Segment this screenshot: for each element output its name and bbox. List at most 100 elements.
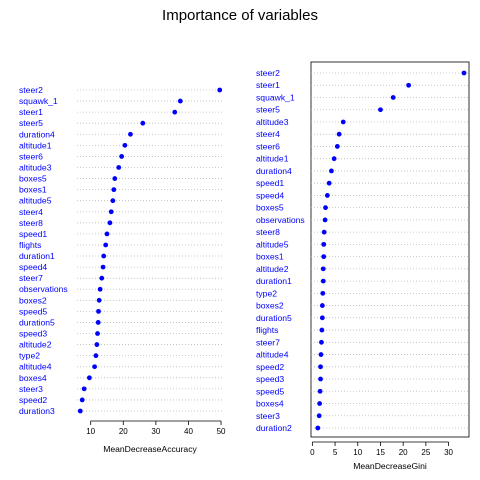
gini-label-speed5: speed5 [256, 386, 284, 396]
gini-point-steer1 [406, 82, 412, 88]
accuracy-point-speed1 [104, 231, 110, 237]
accuracy-point-altitude4 [92, 364, 97, 370]
gini-point-speed5 [317, 388, 323, 394]
gini-point-duration5 [319, 315, 325, 321]
accuracy-label-boxes1: boxes1 [19, 185, 47, 195]
accuracy-x-axis-title: MeanDecreaseAccuracy [103, 444, 197, 454]
accuracy-point-steer2 [217, 87, 223, 93]
gini-panel: steer2 steer1 squawk_1 steer5 altitude3 steer… [256, 61, 470, 471]
gini-point-type2 [320, 290, 326, 296]
accuracy-x-tick-label: 40 [184, 427, 193, 436]
accuracy-point-duration4 [128, 131, 133, 137]
gini-x-tick-label: 20 [399, 448, 408, 457]
gini-point-boxes2 [319, 303, 325, 308]
accuracy-point-steer6 [119, 154, 125, 159]
accuracy-label-duration1: duration1 [19, 251, 55, 261]
gini-x-axis-title: MeanDecreaseGini [353, 461, 427, 471]
gini-label-squawk_1: squawk_1 [256, 92, 295, 102]
gini-label-altitude2: altitude2 [256, 264, 289, 274]
gini-point-duration1 [320, 278, 326, 284]
gini-label-altitude3: altitude3 [256, 117, 289, 127]
accuracy-point-steer1 [172, 109, 178, 115]
accuracy-label-altitude1: altitude1 [19, 140, 52, 150]
accuracy-point-steer8 [107, 220, 113, 226]
accuracy-label-steer8: steer8 [19, 218, 43, 228]
gini-label-boxes1: boxes1 [256, 252, 284, 262]
accuracy-label-boxes2: boxes2 [19, 295, 47, 305]
gini-point-boxes4 [317, 401, 323, 406]
gini-point-boxes1 [321, 254, 327, 260]
accuracy-label-duration4: duration4 [19, 129, 55, 139]
accuracy-label-type2: type2 [19, 351, 40, 361]
accuracy-point-altitude1 [122, 142, 128, 148]
accuracy-point-altitude3 [116, 165, 122, 170]
gini-label-speed3: speed3 [256, 374, 284, 384]
accuracy-point-steer4 [108, 209, 114, 215]
gini-point-steer8 [321, 229, 327, 235]
accuracy-point-steer3 [81, 386, 87, 392]
accuracy-x-tick-label: 30 [151, 427, 160, 436]
accuracy-point-altitude2 [94, 342, 100, 347]
gini-label-duration4: duration4 [256, 166, 292, 176]
gini-point-speed4 [324, 193, 330, 198]
accuracy-label-squawk_1: squawk_1 [19, 96, 58, 106]
gini-point-squawk_1 [390, 95, 396, 100]
accuracy-label-steer3: steer3 [19, 384, 43, 394]
gini-point-duration2 [315, 425, 321, 431]
gini-label-steer1: steer1 [256, 80, 280, 90]
accuracy-point-boxes5 [112, 176, 118, 181]
accuracy-label-speed3: speed3 [19, 329, 47, 339]
gini-point-duration4 [329, 168, 334, 174]
accuracy-point-flights [103, 242, 109, 248]
accuracy-panel: steer2squawk_1steer1steer5duration4altit… [19, 85, 226, 454]
gini-point-altitude1 [331, 156, 337, 162]
gini-label-steer5: steer5 [256, 105, 280, 115]
accuracy-label-boxes5: boxes5 [19, 174, 47, 184]
gini-label-duration5: duration5 [256, 313, 292, 323]
accuracy-label-speed5: speed5 [19, 306, 47, 316]
gini-label-steer6: steer6 [256, 141, 280, 151]
gini-x-tick-label: 0 [310, 448, 315, 457]
gini-point-steer2 [461, 70, 467, 76]
gini-x-tick-label: 30 [444, 448, 453, 457]
accuracy-point-duration3 [77, 408, 83, 414]
gini-x-tick-label: 5 [333, 448, 338, 457]
accuracy-label-flights: flights [19, 240, 41, 250]
accuracy-point-speed3 [95, 331, 100, 336]
accuracy-label-altitude2: altitude2 [19, 340, 52, 350]
gini-label-duration1: duration1 [256, 276, 292, 286]
gini-label-altitude1: altitude1 [256, 154, 289, 164]
gini-label-boxes2: boxes2 [256, 301, 284, 311]
gini-point-observations [322, 217, 328, 223]
accuracy-point-altitude5 [110, 198, 116, 204]
gini-plot-frame [310, 61, 470, 438]
gini-label-boxes5: boxes5 [256, 203, 284, 213]
gini-label-speed2: speed2 [256, 362, 284, 372]
accuracy-point-speed5 [96, 308, 101, 314]
gini-point-speed2 [318, 364, 323, 370]
gini-point-steer5 [378, 107, 383, 113]
accuracy-label-steer4: steer4 [19, 207, 43, 217]
gini-label-steer8: steer8 [256, 227, 280, 237]
accuracy-point-duration5 [95, 320, 101, 325]
accuracy-label-duration3: duration3 [19, 406, 55, 416]
gini-label-steer7: steer7 [256, 337, 280, 347]
accuracy-label-steer2: steer2 [19, 85, 43, 95]
accuracy-point-boxes2 [96, 297, 102, 303]
accuracy-point-steer5 [140, 120, 146, 126]
gini-label-altitude4: altitude4 [256, 350, 289, 360]
accuracy-point-squawk_1 [177, 98, 183, 104]
gini-point-steer3 [316, 413, 322, 419]
accuracy-point-speed2 [79, 397, 85, 403]
gini-x-tick-label: 10 [353, 448, 362, 457]
gini-x-tick-label: 25 [421, 448, 430, 457]
gini-label-type2: type2 [256, 288, 277, 298]
gini-label-altitude5: altitude5 [256, 239, 289, 249]
gini-label-speed4: speed4 [256, 190, 284, 200]
gini-label-steer3: steer3 [256, 411, 280, 421]
gini-label-steer4: steer4 [256, 129, 280, 139]
accuracy-point-observations [97, 286, 103, 292]
accuracy-x-tick-label: 50 [217, 427, 226, 436]
gini-point-boxes5 [323, 205, 328, 211]
